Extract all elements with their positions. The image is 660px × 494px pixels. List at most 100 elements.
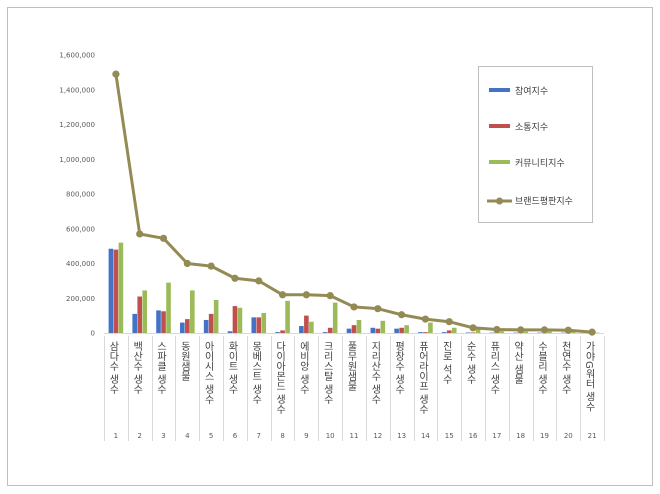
category-label: 지리산수 생수 [369,341,381,405]
bar-community [380,320,386,333]
category-index: 3 [161,432,165,440]
brand-index-point [255,277,263,285]
brand-index-point [469,324,477,332]
bar-participation [441,332,447,333]
brand-index-point [326,292,334,300]
bar-communication [470,332,476,333]
bar-communication [375,328,381,333]
category-label: 진로 석수 [440,341,452,385]
category-label: 아이시스 생수 [202,341,214,405]
category-label: 몽베스트 생수 [250,341,262,405]
bar-community [570,332,576,333]
x-axis: 삼다수 생수 1 백산수 생수 2 스파클 생수 3 동원샘물 4 아이시스 생수 5 화이트 생수… [104,336,605,441]
bar-communication [137,296,143,333]
category-label: 크리스탈 생수 [321,341,333,405]
bar-communication [185,319,190,333]
brand-index-point [112,70,120,78]
category-index: 11 [350,432,359,440]
y-tick-label: 1,400,000 [59,86,95,94]
category-index: 2 [137,432,141,440]
category-index: 18 [516,432,525,440]
y-tick-label: 1,000,000 [59,156,95,164]
bar-communication [423,332,428,333]
bar-community [475,329,481,333]
bar-community [285,300,290,333]
brand-index-point [398,311,406,319]
bar-participation [203,319,209,333]
bar-participation [418,332,423,333]
bar-community [499,331,505,333]
bars [108,242,600,333]
bar-community [547,331,552,333]
category-label: 가야G워터 생수 [583,341,595,413]
bar-community [332,302,338,333]
category-label: 화이트 생수 [226,341,238,395]
bar-communication [399,327,404,333]
category-label: 에비앙 생수 [297,341,309,395]
bar-participation [275,332,280,333]
category-index: 5 [209,432,213,440]
category-label: 수블리 생수 [535,341,547,395]
bar-participation [108,248,114,333]
category-index: 14 [421,432,430,440]
brand-index-point [159,234,168,242]
brand-index-point [136,230,144,238]
category-label: 스파클 생수 [155,341,167,395]
bar-participation [132,313,138,333]
category-index: 6 [233,432,238,440]
category-index: 21 [588,432,597,440]
category-label: 동원샘물 [178,341,190,381]
bar-community [261,313,267,333]
category-label: 백산수 생수 [131,341,143,395]
y-tick-label: 0 [91,330,95,338]
category-index: 19 [540,432,549,440]
brand-index-point [564,326,572,334]
category-label: 천연수 생수 [559,341,571,395]
bar-participation [370,327,376,333]
bar-communication [256,317,262,333]
legend-label: 브랜드평판지수 [515,196,573,207]
category-index: 17 [492,432,501,440]
bar-participation [465,332,471,333]
y-tick-label: 1,600,000 [59,52,95,60]
category-label: 퓨리스 생수 [488,341,500,395]
bar-participation [299,326,304,333]
category-label: 다이아몬드 생수 [274,341,286,415]
y-tick-label: 200,000 [66,295,95,303]
bar-communication [446,330,452,333]
legend-swatch [489,160,510,164]
y-tick-label: 1,200,000 [59,121,95,129]
brand-index-point [588,328,596,336]
legend-label: 소통지수 [515,122,548,133]
category-index: 10 [326,432,335,440]
bar-community [118,242,124,333]
bar-community [523,331,528,333]
category-index: 1 [114,432,118,440]
category-label: 약산 샘물 [512,341,524,384]
brand-index-point [350,303,358,311]
bar-community [428,322,433,333]
bar-communication [208,313,214,333]
brand-index-point [421,315,430,323]
y-tick-label: 600,000 [66,225,95,233]
brand-index-point [278,291,287,299]
legend-swatch-marker [496,197,503,205]
bar-communication [232,306,238,333]
y-axis: 0 200,000 400,000 600,000 800,000 1,000,000 1,… [59,52,604,338]
category-index: 20 [564,432,573,440]
legend-swatch [489,124,510,128]
y-tick-label: 800,000 [66,191,95,199]
bar-participation [322,332,328,333]
category-index: 12 [373,432,382,440]
category-index: 16 [469,432,478,440]
bar-community [356,319,362,333]
bar-participation [156,310,161,333]
category-index: 13 [397,432,406,440]
category-label: 풀무원샘물 [345,341,357,391]
bar-communication [161,311,166,333]
category-index: 4 [185,432,190,440]
brand-index-point [517,326,525,334]
legend-swatch [489,88,510,92]
